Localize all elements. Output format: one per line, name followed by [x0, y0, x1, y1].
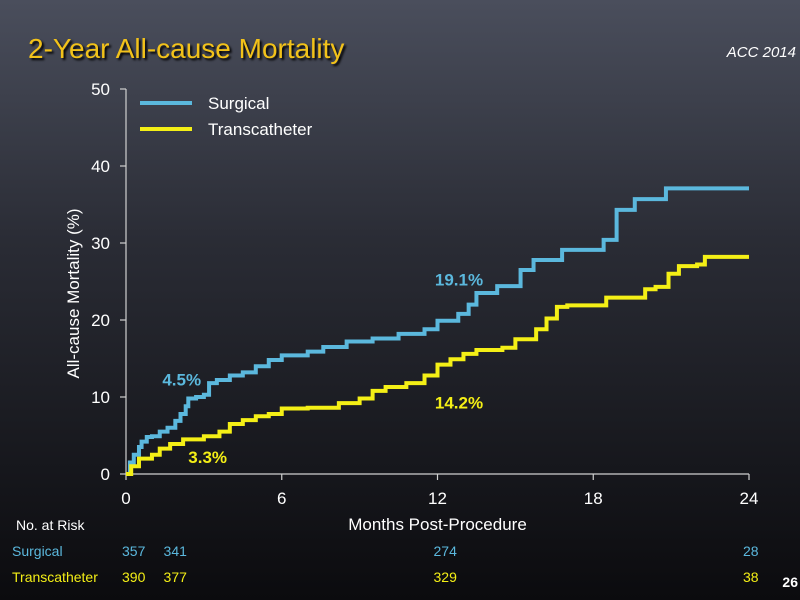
slide-number: 26 — [782, 574, 798, 590]
y-tick-label: 50 — [91, 80, 110, 99]
risk-count: 390 — [122, 569, 146, 585]
data-label: 14.2% — [435, 394, 483, 413]
legend-label-transcatheter: Transcatheter — [208, 120, 313, 139]
y-tick-label: 0 — [101, 465, 110, 484]
series-line-transcatheter — [126, 254, 749, 476]
data-label: 3.3% — [188, 448, 227, 467]
risk-row-label: Transcatheter — [12, 569, 98, 585]
legend-label-surgical: Surgical — [208, 94, 269, 113]
risk-row-surgical: Surgical 357 341 274 28 — [0, 543, 800, 563]
risk-count: 28 — [743, 543, 759, 559]
series-line-surgical — [126, 186, 749, 476]
risk-count: 341 — [163, 543, 187, 559]
risk-count: 274 — [433, 543, 457, 559]
risk-row-label: Surgical — [12, 543, 63, 559]
risk-count: 329 — [433, 569, 457, 585]
risk-row-transcatheter: Transcatheter 390 377 329 38 — [0, 569, 800, 589]
risk-count: 377 — [163, 569, 187, 585]
x-tick-label: 0 — [121, 489, 130, 508]
risk-table-header: No. at Risk — [16, 517, 85, 533]
slide-title: 2-Year All-cause Mortality — [28, 33, 345, 64]
x-axis-label: Months Post-Procedure — [348, 515, 527, 534]
data-label: 19.1% — [435, 270, 483, 289]
conference-label: ACC 2014 — [726, 44, 796, 61]
risk-count: 357 — [122, 543, 146, 559]
y-tick-label: 20 — [91, 311, 110, 330]
y-tick-label: 40 — [91, 157, 110, 176]
risk-count: 38 — [743, 569, 759, 585]
y-axis-label: All-cause Mortality (%) — [64, 208, 83, 378]
x-tick-label: 18 — [584, 489, 603, 508]
x-tick-label: 24 — [740, 489, 759, 508]
y-tick-label: 10 — [91, 388, 110, 407]
x-tick-label: 6 — [277, 489, 286, 508]
y-tick-label: 30 — [91, 234, 110, 253]
x-tick-label: 12 — [428, 489, 447, 508]
data-label: 4.5% — [162, 370, 201, 389]
